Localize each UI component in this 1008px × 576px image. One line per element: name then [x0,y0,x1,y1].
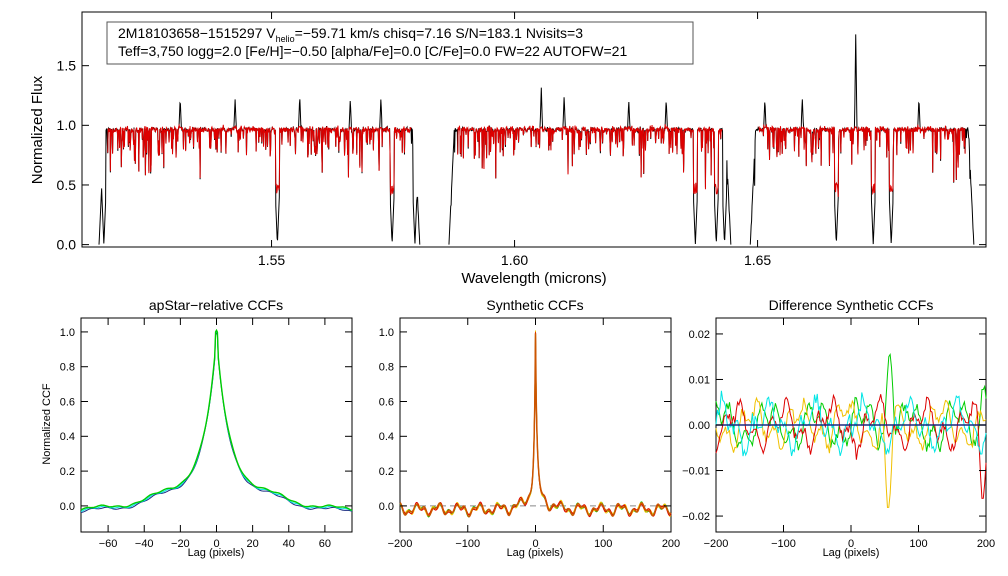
apstar-ccf-panel: apStar−relative CCFs −60 −40 −20 0 20 40 60 0.0… [41,297,353,559]
difference-ccf-green-line [715,352,987,453]
synthetic-ccf-series-group [399,330,672,518]
synthetic-ccf-y-tick-label: 0.6 [379,396,394,408]
apstar-ccf-x-tick-label: 0 [213,538,219,550]
synthetic-ccf-x-tick-label: 0 [532,538,538,550]
synthetic-ccf-x-tick-label: 200 [662,538,680,550]
synthetic-ccf-x-tick-label: 100 [594,538,612,550]
synthetic-ccf-y-tick-label: 0.8 [379,362,394,374]
spectrum-x-tick-label: 1.60 [501,252,528,268]
apstar-ccf-y-tick-label: 1.0 [60,327,75,339]
spectrum-panel: 1.55 1.60 1.65 0.0 0.5 1.0 1.5 2M18103658−1515… [29,11,987,287]
apstar-ccf-y-tick-label: 0.8 [60,362,75,374]
spectrum-y-tick-label: 1.5 [57,58,77,74]
difference-ccf-cyan-line [715,390,987,457]
synthetic-ccf-axes: −200 −100 0 100 200 0.0 0.2 0.4 0.6 0.8 1.0 [379,318,680,550]
synthetic-ccf-panel: Synthetic CCFs −200 −100 0 100 200 0.0 0.2 0.4 0… [379,297,680,559]
synthetic-ccf-y-tick-label: 0.0 [379,501,394,513]
observed-spectrum-line [98,99,421,245]
synthetic-spectrum-line [758,123,966,197]
apstar-ccf-series-group [80,328,353,513]
difference-ccf-panel: Difference Synthetic CCFs −200 −100 0 100 20… [682,297,995,559]
apstar-ccf-cyan-line [80,330,353,512]
apstar-ccf-y-tick-label: 0.6 [60,396,75,408]
apstar-ccf-green-line [80,328,353,512]
difference-ccf-y-tick-label: 0.00 [689,420,710,432]
spectrum-series-group [98,34,975,245]
spectrum-x-tick-label: 1.55 [258,252,285,268]
difference-ccf-x-tick-label: 0 [848,538,854,550]
difference-ccf-title: Difference Synthetic CCFs [769,297,934,313]
apstar-ccf-x-tick-label: −60 [99,538,118,550]
difference-ccf-y-tick-label: −0.01 [682,465,710,477]
apstar-ccf-x-tick-label: −40 [135,538,154,550]
synthetic-ccf-x-axis-label: Lag (pixels) [507,547,564,559]
spectrum-y-tick-label: 1.0 [57,117,77,133]
difference-ccf-y-tick-label: 0.02 [689,329,710,341]
apstar-ccf-x-axis-label: Lag (pixels) [188,547,245,559]
difference-ccf-y-tick-label: −0.02 [682,511,710,523]
synthetic-ccf-y-tick-label: 0.4 [379,431,394,443]
difference-ccf-series-group [715,352,987,508]
synthetic-ccf-x-tick-label: −100 [455,538,480,550]
apstar-ccf-navy-line [80,331,353,513]
info-line-1: 2M18103658−1515297 Vhelio=−59.71 km/s ch… [118,25,583,44]
difference-ccf-x-axis-label: Lag (pixels) [823,547,880,559]
observed-spectrum-line [448,87,732,245]
spectrum-x-axis-label: Wavelength (microns) [461,270,606,287]
apstar-ccf-y-tick-label: 0.4 [60,431,75,443]
spectrum-axes: 1.55 1.60 1.65 0.0 0.5 1.0 1.5 [57,12,986,268]
synthetic-spectrum-line [107,123,412,197]
difference-ccf-x-tick-label: 200 [977,538,995,550]
apstar-ccf-title: apStar−relative CCFs [149,297,283,313]
spectrum-x-tick-label: 1.65 [744,252,771,268]
apstar-ccf-axes: −60 −40 −20 0 20 40 60 0.0 0.2 0.4 0.6 0.8 1.0 [60,318,352,550]
spectrum-plot-frame [81,11,987,248]
apstar-ccf-y-tick-label: 0.0 [60,501,75,513]
synthetic-spectrum-line [457,124,723,195]
synthetic-ccf-y-tick-label: 0.2 [379,466,394,478]
apstar-ccf-x-tick-label: 60 [319,538,331,550]
apstar-ccf-x-tick-label: 20 [247,538,259,550]
apstar-ccf-frame [80,317,353,533]
synthetic-ccf-title: Synthetic CCFs [486,297,583,313]
synthetic-ccf-y-tick-label: 1.0 [379,327,394,339]
info-line-1-subscript: helio [276,34,295,44]
difference-ccf-y-tick-label: 0.01 [689,374,710,386]
apstar-ccf-x-tick-label: 40 [283,538,295,550]
apstar-ccf-y-axis-label: Normalized CCF [41,383,53,465]
spectrum-y-tick-label: 0.5 [57,177,77,193]
difference-ccf-x-tick-label: −200 [704,538,729,550]
info-box [106,21,694,65]
synthetic-ccf-x-tick-label: −200 [388,538,413,550]
synthetic-ccf-orange-line [399,333,672,518]
apstar-ccf-y-tick-label: 0.2 [60,466,75,478]
synthetic-ccf-gold-line [399,330,672,517]
apstar-ccf-x-tick-label: −20 [171,538,190,550]
difference-ccf-gold-line [715,396,987,508]
spectrum-y-axis-label: Normalized Flux [29,75,46,184]
info-line-2: Teff=3,750 logg=2.0 [Fe/H]=−0.50 [alpha/… [118,43,627,59]
difference-ccf-x-tick-label: −100 [771,538,796,550]
difference-ccf-red-line [715,393,987,499]
spectrum-y-tick-label: 0.0 [57,237,77,253]
difference-ccf-x-tick-label: 100 [909,538,927,550]
difference-ccf-axes: −200 −100 0 100 200 −0.02 −0.01 0.00 0.01 0.02 [682,318,995,550]
